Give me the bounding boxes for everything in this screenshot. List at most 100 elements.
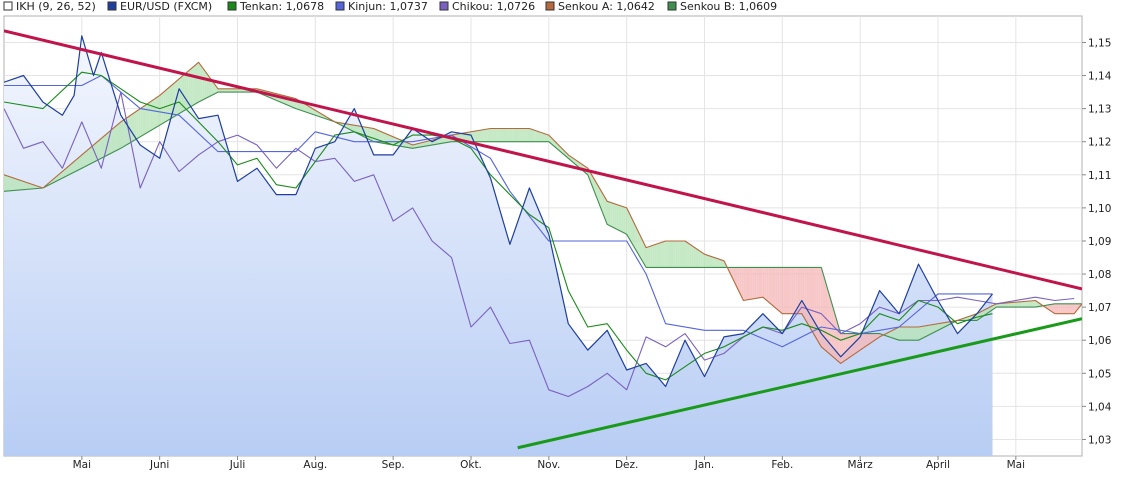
- kumo-segment-bullish: [113, 126, 116, 152]
- x-tick-label: Mai: [1007, 459, 1025, 471]
- series-line-tenkan: [4, 71, 993, 381]
- y-tick-label: 1,14: [1088, 71, 1112, 83]
- kumo-segment-bullish: [371, 128, 374, 142]
- kumo-segment-bearish: [818, 267, 821, 345]
- kumo-segment-bullish: [423, 141, 426, 147]
- kumo-segment-bullish: [620, 205, 622, 232]
- kumo-segment-bullish: [1022, 301, 1025, 308]
- kumo-segment-bullish: [373, 128, 376, 142]
- kumo-segment-bullish: [190, 67, 193, 107]
- kumo-segment-bullish: [908, 327, 911, 341]
- kumo-segment-bullish: [117, 122, 120, 150]
- kumo-segment-bullish: [84, 150, 87, 167]
- kumo-segment-bullish: [369, 127, 372, 141]
- kumo-segment-bullish: [912, 327, 915, 341]
- kumo-segment-bearish: [799, 267, 801, 314]
- kumo-segment-bullish: [13, 178, 16, 191]
- kumo-segment-bullish: [537, 131, 540, 142]
- kumo-segment-bullish: [506, 128, 509, 142]
- kumo-segment-bullish: [81, 154, 83, 169]
- kumo-segment-bullish: [1032, 300, 1034, 308]
- kumo-segment-bullish: [541, 132, 543, 142]
- x-tick-label: März: [848, 459, 874, 471]
- kumo-segment-bullish: [939, 323, 942, 330]
- legend-swatch-4: [439, 1, 449, 11]
- kumo-segment-bullish: [633, 221, 636, 250]
- kumo-segment-bullish: [598, 187, 601, 208]
- kumo-segment-bearish: [868, 333, 871, 345]
- kumo-segment-bullish: [227, 88, 230, 93]
- kumo-segment-bearish: [785, 267, 788, 314]
- kumo-segment-bearish: [756, 267, 759, 299]
- kumo-segment-bearish: [831, 303, 834, 358]
- kumo-segment-bullish: [625, 207, 628, 237]
- x-tick-label: Okt.: [460, 459, 482, 471]
- kumo-segment-bearish: [1055, 303, 1057, 314]
- kumo-segment-bearish: [1057, 303, 1059, 314]
- kumo-segment-bullish: [154, 97, 157, 129]
- kumo-segment-bearish: [750, 267, 753, 300]
- kumo-segment-bullish: [412, 144, 414, 149]
- legend: IKH (9, 26, 52) EUR/USD (FXCM) Tenkan: 1,0…: [3, 0, 777, 13]
- kumo-segment-bullish: [901, 327, 903, 341]
- plot-area: [4, 29, 1082, 456]
- kumo-segment-bearish: [1068, 303, 1071, 314]
- kumo-segment-bullish: [664, 241, 667, 268]
- kumo-segment-bullish: [140, 107, 143, 137]
- kumo-segment-bearish: [806, 267, 809, 326]
- kumo-segment-bearish: [1070, 303, 1073, 314]
- kumo-segment-bullish: [720, 259, 722, 268]
- kumo-segment-bullish: [473, 131, 476, 142]
- kumo-segment-bullish: [381, 131, 384, 144]
- kumo-segment-bullish: [616, 204, 619, 230]
- kumo-segment-bullish: [354, 125, 357, 133]
- kumo-segment-bullish: [521, 128, 524, 142]
- kumo-segment-bullish: [86, 149, 89, 166]
- kumo-segment-bearish: [872, 333, 875, 342]
- kumo-segment-bearish: [768, 267, 771, 304]
- kumo-segment-bullish: [304, 103, 307, 113]
- kumo-segment-bullish: [4, 174, 6, 192]
- legend-label-0: IKH (9, 26, 52): [16, 0, 96, 13]
- kumo-segment-bullish: [302, 102, 305, 112]
- kumo-segment-bullish: [660, 242, 663, 268]
- legend-swatch-6: [667, 1, 677, 11]
- kumo-segment-bullish: [358, 125, 361, 135]
- kumo-segment-bullish: [200, 64, 203, 102]
- kumo-segment-bullish: [914, 327, 917, 341]
- kumo-segment-bullish: [941, 322, 944, 329]
- y-tick-label: 1,13: [1088, 104, 1111, 116]
- kumo-segment-bullish: [492, 128, 495, 142]
- kumo-segment-bullish: [419, 142, 422, 148]
- series-line-kinjun: [4, 74, 993, 348]
- kumo-segment-bullish: [591, 173, 593, 189]
- kumo-segment-bearish: [841, 333, 844, 363]
- kumo-segment-bearish: [793, 267, 796, 314]
- kumo-segment-bullish: [350, 124, 353, 131]
- kumo-segment-bullish: [543, 133, 545, 142]
- kumo-segment-bearish: [862, 333, 865, 349]
- kumo-segment-bearish: [1076, 303, 1079, 312]
- kumo-segment-bullish: [629, 213, 632, 243]
- kumo-segment-bullish: [1012, 302, 1015, 308]
- legend-label-5: Senkou A: 1,0642: [558, 0, 655, 13]
- kumo-segment-bullish: [383, 132, 386, 144]
- kumo-segment-bullish: [494, 128, 497, 142]
- y-tick-label: 1,10: [1088, 203, 1111, 215]
- kumo-segment-bearish: [745, 267, 747, 301]
- kumo-segment-bearish: [822, 270, 824, 350]
- legend-label-2: Tenkan: 1,0678: [239, 0, 324, 13]
- kumo-segment-bullish: [238, 88, 241, 93]
- kumo-segment-bullish: [544, 133, 547, 142]
- kumo-segment-bullish: [235, 88, 237, 93]
- kumo-segment-bullish: [1001, 303, 1004, 308]
- kumo-segment-bullish: [63, 168, 66, 178]
- kumo-segment-bearish: [856, 333, 859, 353]
- legend-swatch-1: [107, 1, 117, 11]
- x-tick-label: Feb.: [771, 459, 793, 471]
- kumo-segment-bullish: [177, 78, 180, 115]
- kumo-segment-bullish: [11, 177, 14, 191]
- kumo-segment-bullish: [196, 62, 199, 104]
- kumo-segment-bullish: [672, 241, 674, 268]
- kumo-segment-bullish: [918, 326, 921, 341]
